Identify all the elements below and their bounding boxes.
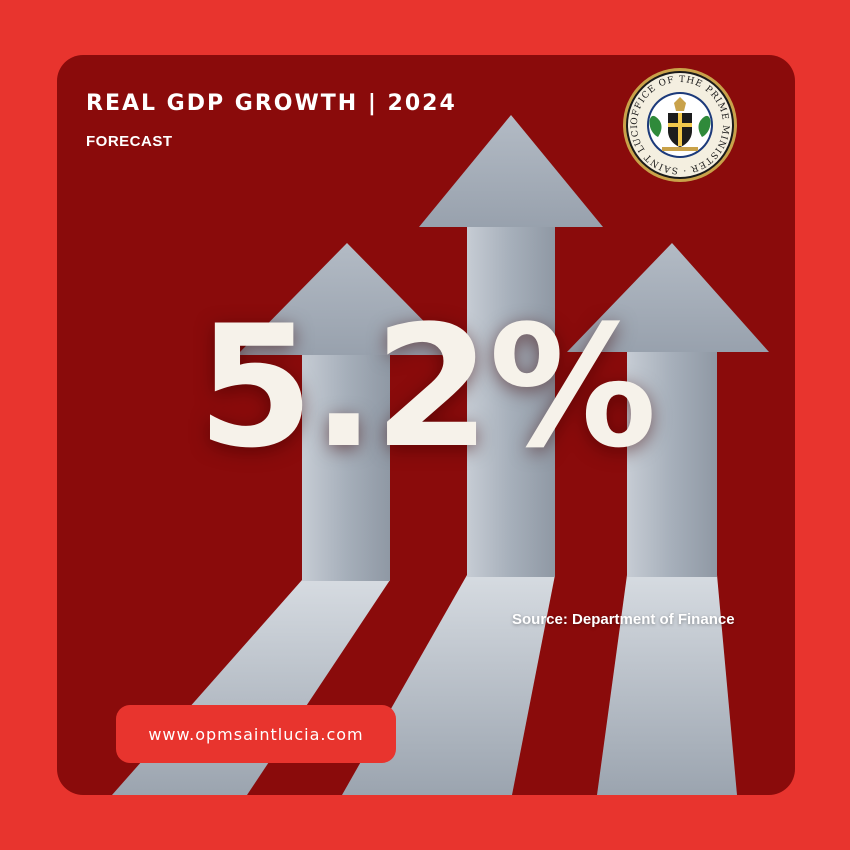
source-note: Source: Department of Finance: [512, 611, 735, 628]
page-title: REAL GDP GROWTH | 2024: [86, 91, 457, 116]
gdp-growth-value: 5.2%: [197, 289, 657, 485]
office-of-the-prime-minister-seal-icon: OFFICE OF THE PRIME MINISTER · SAINT LUC…: [622, 67, 737, 182]
right-arrow: [567, 243, 769, 795]
website-link[interactable]: www.opmsaintlucia.com: [116, 705, 396, 763]
growth-arrows-icon: [112, 115, 769, 795]
page-subtitle: FORECAST: [86, 133, 173, 150]
infographic-card: REAL GDP GROWTH | 2024 FORECAST 5.2% Sou…: [57, 55, 795, 795]
